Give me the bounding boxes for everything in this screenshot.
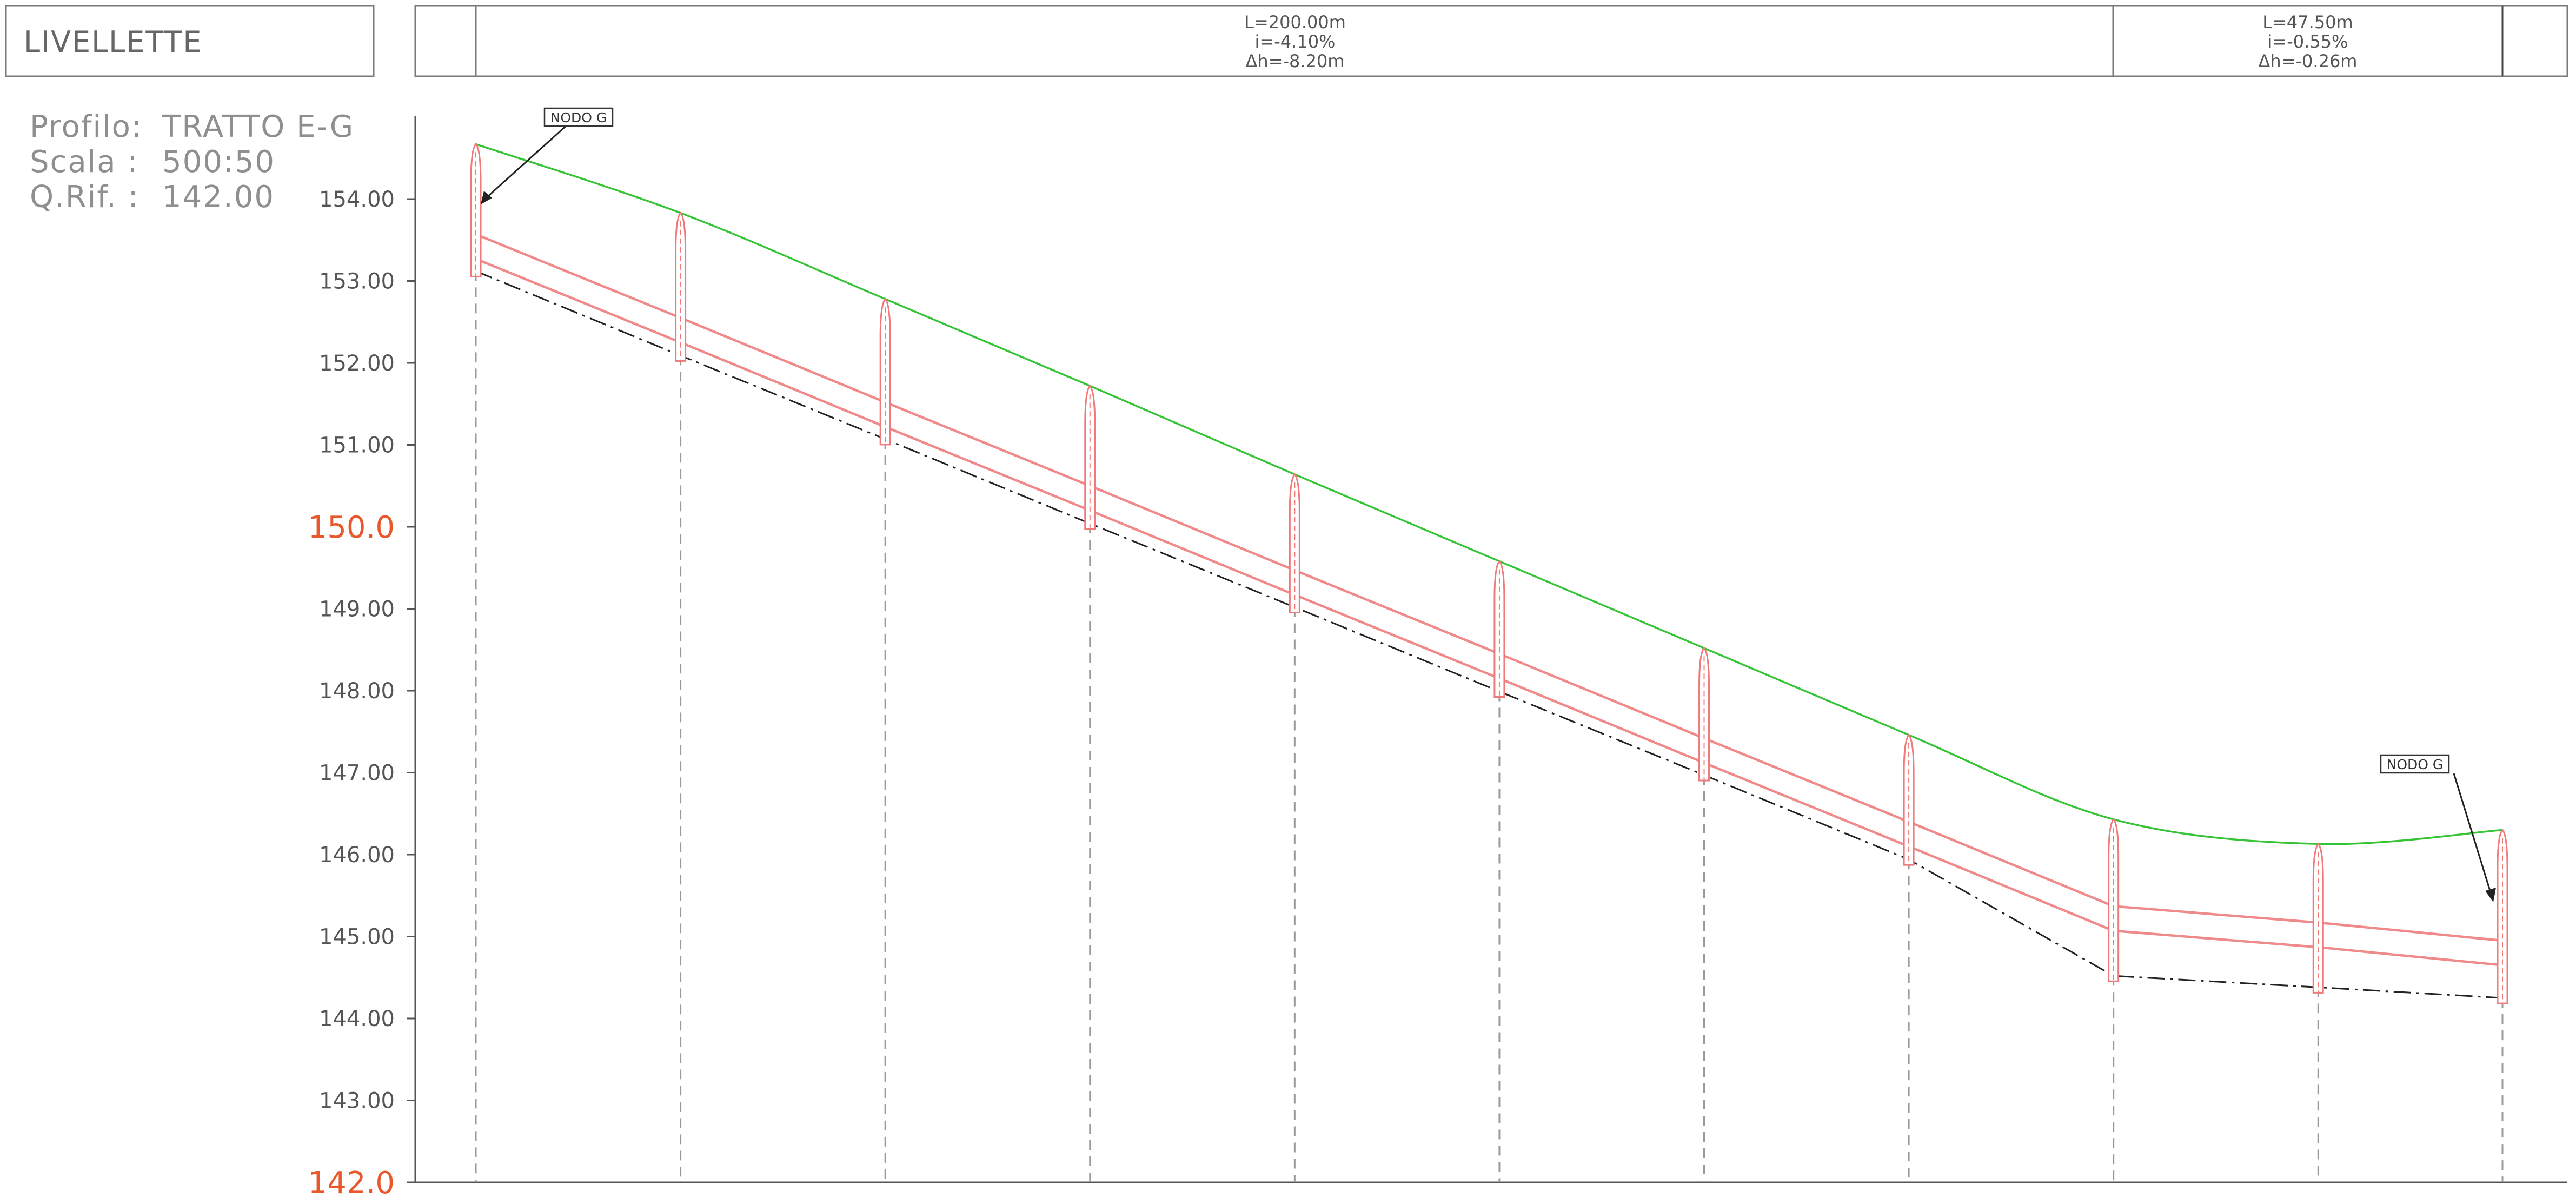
segment-2-slope: i=-0.55% <box>2268 31 2348 52</box>
y-tick-label: 146.00 <box>319 843 395 868</box>
segment-header-band <box>414 5 2568 77</box>
y-tick-label: 148.00 <box>319 679 395 704</box>
segment-2-info: L=47.50m i=-0.55% Δh=-0.26m <box>2259 12 2358 71</box>
segment-1-slope: i=-4.10% <box>1255 31 1336 52</box>
segment-1-length: L=200.00m <box>1244 12 1346 32</box>
ref-label: Q.Rif. : <box>30 180 139 215</box>
segment-1-info: L=200.00m i=-4.10% Δh=-8.20m <box>1244 12 1346 71</box>
scale-label: Scala : <box>30 144 138 180</box>
profile-info: Profilo: TRATTO E-G Scala : 500:50 Q.Rif… <box>30 109 354 215</box>
segment-2-dh: Δh=-0.26m <box>2259 51 2358 71</box>
ground-line <box>475 143 2503 845</box>
scale-value: 500:50 <box>162 144 275 180</box>
profile-label: Profilo: <box>30 109 143 144</box>
manhole <box>1698 646 1710 782</box>
manhole <box>470 143 482 277</box>
segment-1-dh: Δh=-8.20m <box>1246 51 1345 71</box>
node-end-label: NODO G <box>2387 757 2444 772</box>
y-tick-label: 150.0 <box>308 510 395 545</box>
y-tick-label: 142.0 <box>308 1166 395 1201</box>
node-end-leader <box>2453 773 2492 893</box>
node-start-label: NODO G <box>550 110 607 125</box>
station-lines <box>475 271 2504 1182</box>
profile-value: TRATTO E-G <box>162 109 354 144</box>
trench-bottom-line <box>475 270 2503 999</box>
title-box <box>5 5 375 77</box>
y-tick-label: 152.00 <box>319 351 395 376</box>
y-tick-label: 144.00 <box>319 1007 395 1031</box>
y-tick-label: 153.00 <box>319 269 395 294</box>
manhole <box>2312 843 2324 994</box>
node-end-box <box>2380 754 2450 774</box>
y-tick-label: 154.00 <box>319 187 395 212</box>
profile-lines <box>475 143 2503 999</box>
manholes <box>470 143 2508 1004</box>
pipe-invert-line <box>475 257 2503 967</box>
node-start-leader <box>486 123 569 199</box>
y-tick-label: 147.00 <box>319 761 395 786</box>
y-ticks: 142.0 143.00 144.00 145.00 146.00 147.00 148.0… <box>308 187 415 1201</box>
drawing-title: LIVELLETTE <box>24 25 203 59</box>
y-tick-label: 143.00 <box>319 1089 395 1114</box>
y-tick-label: 145.00 <box>319 925 395 950</box>
arrow-icon <box>481 191 492 204</box>
y-tick-label: 151.00 <box>319 433 395 458</box>
node-start-callout: NODO G <box>481 107 614 204</box>
node-end-callout: NODO G <box>2380 754 2496 902</box>
y-tick-label: 149.00 <box>319 597 395 622</box>
arrow-icon <box>2485 888 2496 902</box>
node-start-box <box>543 107 614 127</box>
ref-value: 142.00 <box>162 180 275 215</box>
manhole <box>1493 560 1505 698</box>
segment-2-length: L=47.50m <box>2262 12 2353 32</box>
